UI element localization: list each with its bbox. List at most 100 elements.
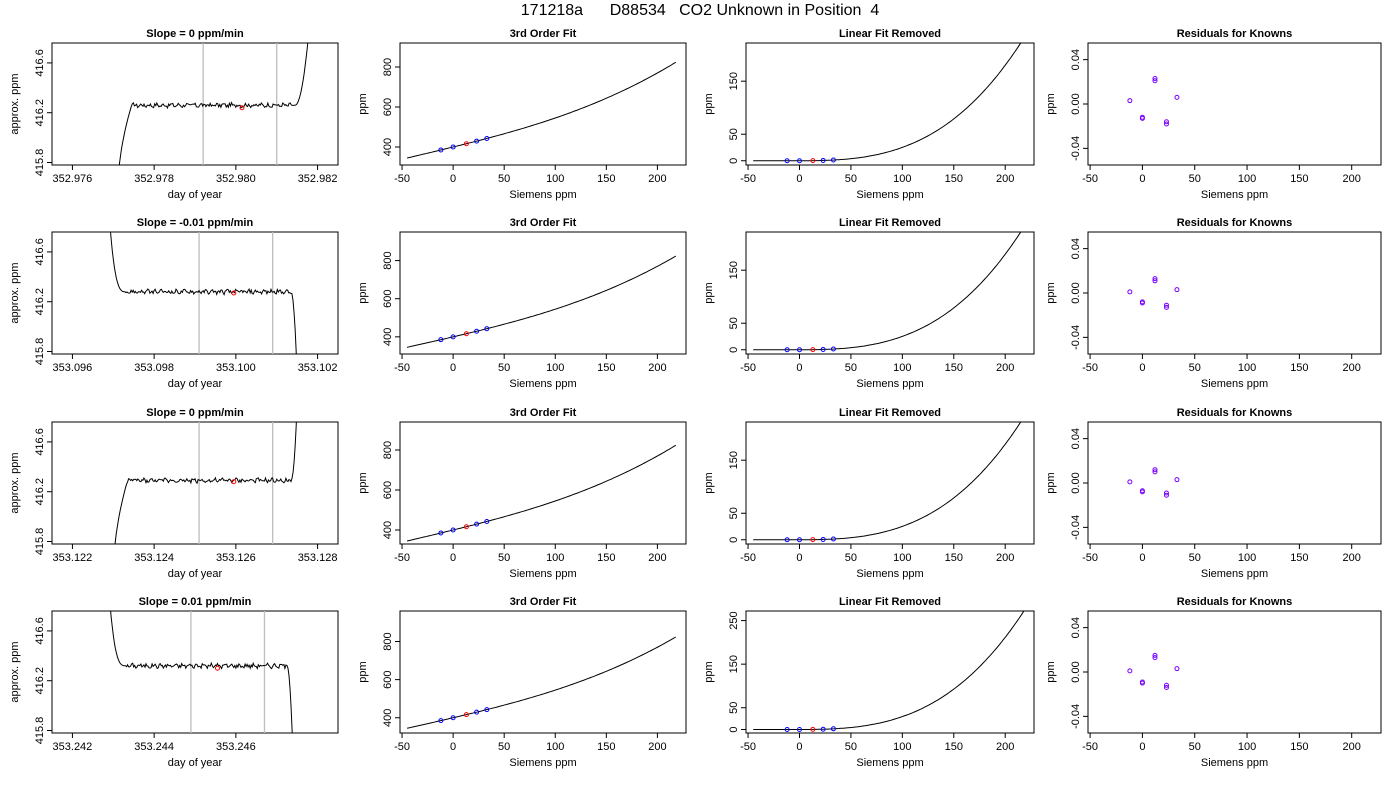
residual-point: [1163, 121, 1169, 127]
panel-4-1: Slope = 0.01 ppm/min 353.242 353.244 353.24…: [9, 596, 339, 769]
residual-point: [1163, 304, 1169, 310]
panel-4-3: Linear Fit Removed -50 0 50 100 150 200 0 50 150 2…: [703, 596, 1035, 769]
residual-point: [1174, 287, 1180, 293]
x-tick-label: 100: [546, 173, 564, 185]
x-tick-label: 200: [996, 173, 1014, 185]
y-tick-label: 0: [728, 347, 740, 353]
ppm-trace: [118, 43, 309, 165]
known-point: [820, 346, 826, 352]
residual-point: [1127, 289, 1133, 295]
x-tick-label: 50: [845, 173, 857, 185]
unknown-point: [463, 331, 469, 337]
plot-frame: [745, 42, 1035, 166]
x-tick-label: -50: [394, 362, 410, 374]
known-point: [830, 726, 836, 732]
residual-point: [1174, 94, 1180, 100]
residual-point: [1139, 115, 1145, 121]
x-tick-label: 0: [450, 362, 456, 374]
plot-frame: [51, 421, 339, 545]
known-point: [484, 135, 490, 141]
x-axis-label: day of year: [168, 378, 223, 390]
panel-1-4: Residuals for Knowns -50 0 50 100 150 200 -0.04…: [1045, 28, 1382, 201]
y-tick-label: 800: [382, 251, 394, 269]
x-tick-label: -50: [740, 173, 756, 185]
panel-2-1: Slope = -0.01 ppm/min 353.096 353.098 353.1…: [9, 217, 339, 390]
x-tick-label: 150: [1290, 362, 1308, 374]
residual-point: [1152, 78, 1158, 84]
plot-frame: [51, 42, 339, 166]
fit-curve: [753, 422, 1022, 541]
x-tick-label: 50: [845, 362, 857, 374]
panel-3-3: Linear Fit Removed -50 0 50 100 150 200 0 50 150 S…: [703, 407, 1035, 580]
panel-1-2: 3rd Order Fit -50 0 50 100 150 200 400 600 800 Sie…: [357, 28, 687, 201]
panel-title: Residuals for Knowns: [1177, 217, 1293, 229]
panel-title: Residuals for Knowns: [1177, 596, 1293, 608]
x-tick-label: 100: [893, 552, 911, 564]
y-tick-label: 50: [728, 507, 740, 519]
known-point: [796, 158, 802, 164]
residual-point: [1174, 666, 1180, 672]
x-axis-label: day of year: [168, 189, 223, 201]
unknown-point: [810, 347, 816, 353]
known-point: [484, 326, 490, 332]
y-tick-label: 0.04: [1070, 238, 1082, 259]
plot-frame: [399, 421, 687, 545]
y-tick-label: 0.04: [1070, 617, 1082, 638]
x-tick-label: 50: [1189, 362, 1201, 374]
x-tick-label: 200: [996, 362, 1014, 374]
x-tick-label: 0: [1139, 173, 1145, 185]
x-tick-label: 200: [648, 552, 666, 564]
y-tick-label: 50: [728, 702, 740, 714]
x-tick-label: 0: [796, 741, 802, 753]
x-tick-label: 0: [796, 552, 802, 564]
y-axis-label: ppm: [703, 93, 715, 114]
y-tick-label: 400: [382, 521, 394, 539]
known-point: [450, 527, 456, 533]
x-tick-label: 50: [845, 552, 857, 564]
x-tick-label: 50: [845, 741, 857, 753]
y-tick-label: 416.2: [34, 99, 46, 127]
x-tick-label: -50: [1082, 173, 1098, 185]
y-tick-label: 0.04: [1070, 428, 1082, 449]
y-tick-label: 416.2: [34, 667, 46, 695]
y-axis-label: approx. ppm: [9, 73, 21, 134]
x-tick-label: 353.246: [216, 741, 256, 753]
x-tick-label: 100: [1238, 173, 1256, 185]
x-axis-label: Siemens ppm: [509, 189, 576, 201]
plot-area: [753, 611, 1025, 733]
panel-title: Slope = 0.01 ppm/min: [139, 596, 252, 608]
x-axis-label: day of year: [168, 757, 223, 769]
y-tick-label: 400: [382, 709, 394, 727]
x-axis-label: Siemens ppm: [856, 189, 923, 201]
y-tick-label: 150: [728, 261, 740, 279]
x-axis-label: day of year: [168, 568, 223, 580]
plot-frame: [745, 421, 1035, 545]
x-tick-label: 0: [1139, 362, 1145, 374]
plot-area: [118, 43, 309, 165]
y-axis-label: approx. ppm: [9, 262, 21, 323]
plot-frame: [745, 610, 1035, 734]
y-tick-label: 600: [382, 481, 394, 499]
residual-point: [1127, 98, 1133, 104]
known-point: [450, 334, 456, 340]
x-tick-label: 352.980: [216, 173, 256, 185]
x-axis-label: Siemens ppm: [856, 378, 923, 390]
x-tick-label: 100: [893, 362, 911, 374]
x-tick-label: 353.244: [134, 741, 174, 753]
unknown-marker: [214, 665, 220, 671]
y-tick-label: 150: [728, 451, 740, 469]
y-tick-label: 415.8: [34, 528, 46, 556]
residual-point: [1152, 75, 1158, 81]
x-tick-label: 353.098: [134, 362, 174, 374]
known-point: [474, 521, 480, 527]
unknown-point: [463, 141, 469, 147]
fit-curve: [406, 255, 677, 348]
panel-title: Linear Fit Removed: [839, 217, 941, 229]
y-axis-label: ppm: [357, 472, 369, 493]
residual-point: [1127, 668, 1133, 674]
plot-area: [110, 611, 293, 733]
plot-area: [753, 43, 1022, 164]
known-point: [820, 726, 826, 732]
plot-area: [1127, 652, 1180, 691]
unknown-point: [810, 158, 816, 164]
